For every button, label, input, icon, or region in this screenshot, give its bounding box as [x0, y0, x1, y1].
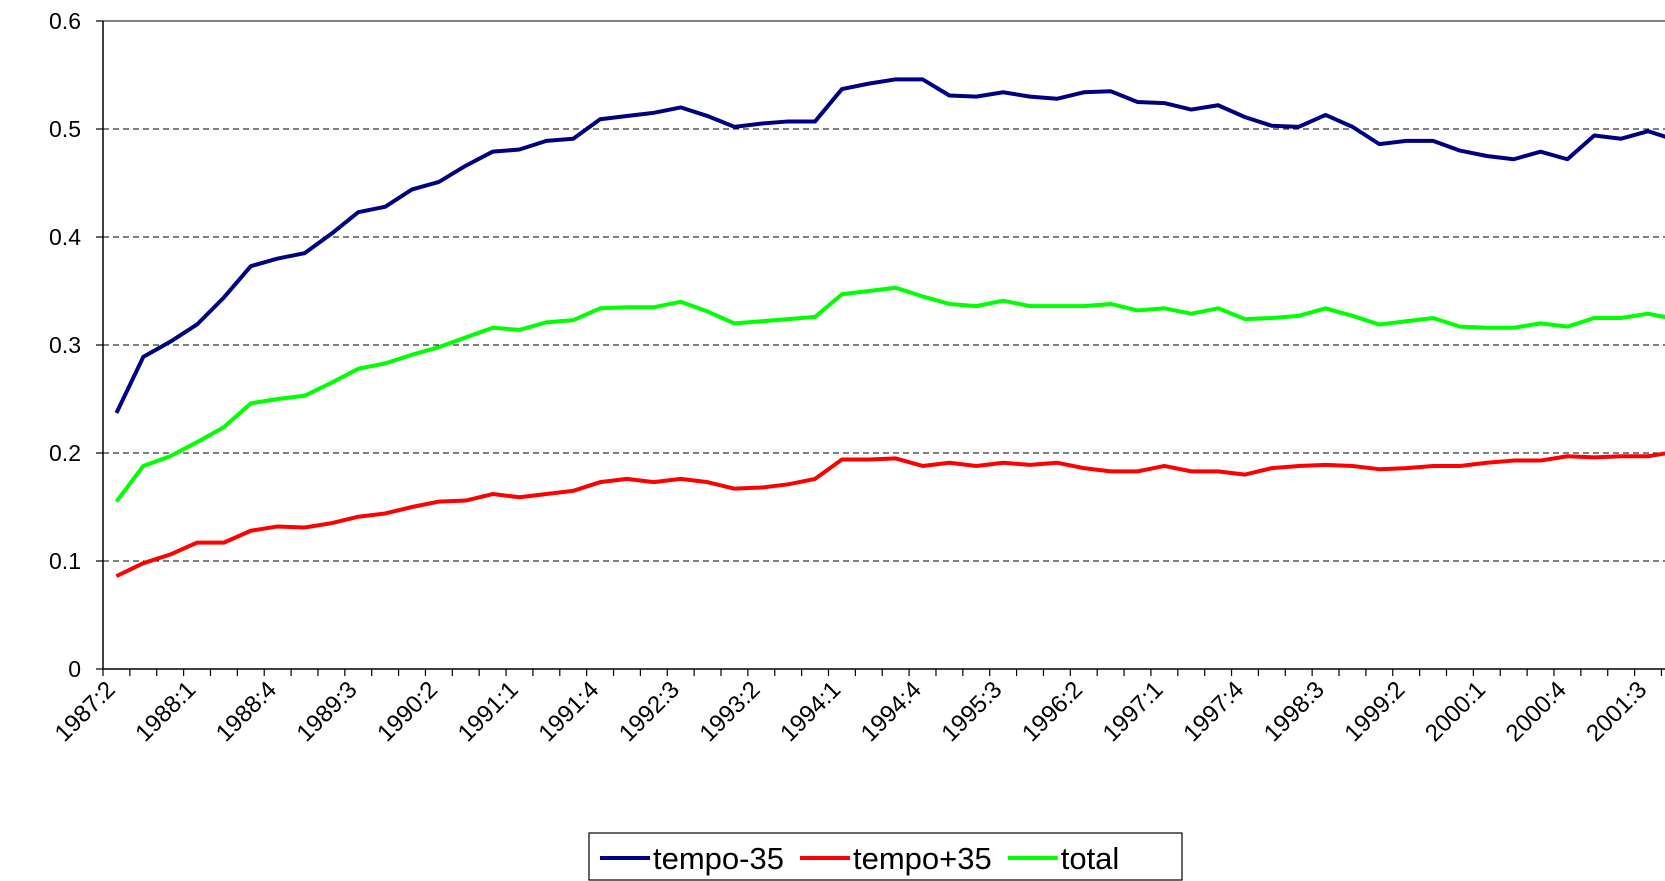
x-tick-label: 2001:3 — [1581, 676, 1652, 747]
data-line — [115, 451, 1665, 578]
y-tick-label: 0.6 — [49, 8, 81, 34]
x-tick-label: 1991:4 — [533, 676, 604, 747]
x-tick-label: 1996:2 — [1017, 676, 1088, 747]
y-tick-label: 0.4 — [49, 224, 81, 250]
legend-label: tempo+35 — [853, 841, 992, 876]
legend-label: total — [1061, 841, 1120, 876]
legend-label: tempo-35 — [653, 841, 784, 876]
x-tick-label: 1999:2 — [1339, 676, 1410, 747]
x-tick-label: 1998:3 — [1259, 676, 1330, 747]
x-tick-label: 1990:2 — [372, 676, 443, 747]
y-tick-label: 0.3 — [49, 332, 81, 358]
legend-box — [588, 832, 1183, 881]
y-tick-label: 0.2 — [49, 440, 81, 466]
x-tick-label: 1992:3 — [614, 676, 685, 747]
legend: tempo-35 tempo+35 total — [588, 832, 1183, 881]
x-tick-label: 1993:2 — [695, 676, 766, 747]
data-line — [114, 285, 1665, 503]
x-tick-label: 1997:4 — [1178, 676, 1249, 747]
x-tick-label: 1995:3 — [936, 676, 1007, 747]
x-tick-label: 1989:3 — [292, 676, 363, 747]
x-tick-label: 2000:4 — [1501, 676, 1572, 747]
x-tick-label: 2000:1 — [1420, 676, 1491, 747]
y-tick-label: 0.1 — [49, 548, 81, 574]
x-tick-label: 1991:1 — [453, 676, 524, 747]
x-tick-label: 1988:1 — [130, 676, 201, 747]
x-tick-label: 1994:1 — [775, 676, 846, 747]
y-tick-label: 0.5 — [49, 116, 81, 142]
x-tick-label: 1997:1 — [1098, 676, 1169, 747]
x-tick-label: 1987:2 — [50, 676, 121, 747]
x-tick-label: 1994:4 — [856, 676, 927, 747]
y-tick-label: 0 — [68, 656, 81, 682]
data-line — [114, 77, 1665, 414]
x-tick-label: 1988:4 — [211, 676, 282, 747]
